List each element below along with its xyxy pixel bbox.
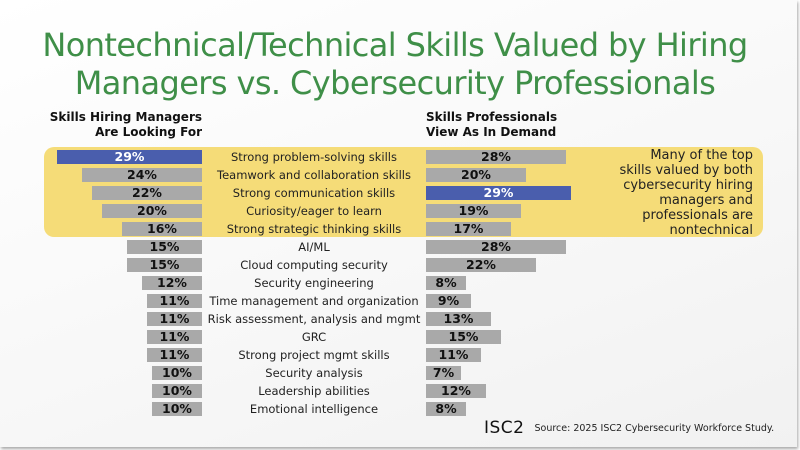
professionals-bar: 28%	[426, 150, 566, 164]
skill-label: Curiosity/eager to learn	[246, 204, 382, 218]
skill-label: Risk assessment, analysis and mgmt	[207, 312, 421, 326]
professionals-bar: 22%	[426, 258, 536, 272]
skill-label: Emotional intelligence	[249, 402, 379, 416]
hiring-managers-bar: 24%	[82, 168, 202, 182]
header-line: View As In Demand	[426, 125, 557, 139]
callout-line: managers and	[659, 193, 753, 208]
hiring-managers-bar: 10%	[152, 384, 202, 398]
skill-label: Leadership abilities	[258, 384, 370, 398]
professionals-bar: 7%	[426, 366, 461, 380]
hiring-managers-bar: 10%	[152, 366, 202, 380]
skill-label: Security analysis	[265, 366, 363, 380]
hiring-managers-column-header: Skills Hiring Managers Are Looking For	[40, 110, 202, 140]
skill-label: Teamwork and collaboration skills	[217, 168, 411, 182]
skill-label: Strong problem-solving skills	[231, 150, 397, 164]
source-note: Source: 2025 ISC2 Cybersecurity Workforc…	[534, 422, 775, 434]
skill-label: Cloud computing security	[240, 258, 388, 272]
skill-label: GRC	[301, 330, 327, 344]
header-line: Are Looking For	[95, 125, 202, 139]
professionals-bar: 19%	[426, 204, 521, 218]
callout-annotation: Many of the top skills valued by both cy…	[590, 148, 753, 238]
professionals-bar: 8%	[426, 276, 466, 290]
chart-row: 20% Curiosity/eager to learn 19%	[0, 202, 800, 220]
title-line-2: Managers vs. Cybersecurity Professionals	[74, 64, 716, 102]
chart-row: 29% Strong problem-solving skills 28%	[0, 148, 800, 166]
skill-label: Time management and organization	[209, 294, 419, 308]
title-line-1: Nontechnical/Technical Skills Valued by …	[42, 26, 748, 64]
skill-label: AI/ML	[298, 240, 330, 254]
professionals-column-header: Skills Professionals View As In Demand	[426, 110, 626, 140]
callout-line: nontechnical	[669, 223, 754, 238]
callout-line: skills valued by both	[619, 163, 753, 178]
skill-label: Strong communication skills	[232, 186, 396, 200]
footer: ISC2 Source: 2025 ISC2 Cybersecurity Wor…	[484, 418, 774, 438]
header-line: Skills Professionals	[426, 110, 558, 124]
skill-label: Strong strategic thinking skills	[226, 222, 402, 236]
professionals-bar: 11%	[426, 348, 481, 362]
chart-row: 10% Security analysis 7%	[0, 364, 800, 382]
hiring-managers-bar: 11%	[147, 330, 202, 344]
professionals-bar: 15%	[426, 330, 501, 344]
isc2-logo: ISC2	[484, 418, 525, 438]
hiring-managers-bar: 20%	[102, 204, 202, 218]
hiring-managers-bar: 10%	[152, 402, 202, 416]
chart-row: 11% Time management and organization 9%	[0, 292, 800, 310]
header-line: Skills Hiring Managers	[49, 110, 202, 124]
chart-row: 24% Teamwork and collaboration skills 20%	[0, 166, 800, 184]
professionals-bar: 8%	[426, 402, 466, 416]
hiring-managers-bar: 11%	[147, 312, 202, 326]
hiring-managers-bar: 12%	[142, 276, 202, 290]
hiring-managers-bar: 11%	[147, 294, 202, 308]
professionals-bar: 29%	[426, 186, 571, 200]
professionals-bar: 12%	[426, 384, 486, 398]
chart-row: 16% Strong strategic thinking skills 17%	[0, 220, 800, 238]
chart-row: 15% AI/ML 28%	[0, 238, 800, 256]
chart-row: 11% Strong project mgmt skills 11%	[0, 346, 800, 364]
callout-line: Many of the top	[650, 148, 753, 163]
hiring-managers-bar: 22%	[92, 186, 202, 200]
callout-line: cybersecurity hiring	[623, 178, 753, 193]
chart-row: 15% Cloud computing security 22%	[0, 256, 800, 274]
professionals-bar: 13%	[426, 312, 491, 326]
chart-title: Nontechnical/Technical Skills Valued by …	[0, 26, 790, 102]
chart-row: 22% Strong communication skills 29%	[0, 184, 800, 202]
chart-row: 11% GRC 15%	[0, 328, 800, 346]
chart-row: 10% Emotional intelligence 8%	[0, 400, 800, 418]
hiring-managers-bar: 15%	[127, 240, 202, 254]
skill-label: Strong project mgmt skills	[238, 348, 390, 362]
skill-label: Security engineering	[254, 276, 374, 290]
hiring-managers-bar: 16%	[122, 222, 202, 236]
chart-row: 11% Risk assessment, analysis and mgmt 13%	[0, 310, 800, 328]
chart-row: 10% Leadership abilities 12%	[0, 382, 800, 400]
chart-row: 12% Security engineering 8%	[0, 274, 800, 292]
hiring-managers-bar: 29%	[57, 150, 202, 164]
hiring-managers-bar: 11%	[147, 348, 202, 362]
hiring-managers-bar: 15%	[127, 258, 202, 272]
callout-line: professionals are	[642, 208, 753, 223]
professionals-bar: 28%	[426, 240, 566, 254]
professionals-bar: 20%	[426, 168, 526, 182]
professionals-bar: 9%	[426, 294, 471, 308]
professionals-bar: 17%	[426, 222, 511, 236]
